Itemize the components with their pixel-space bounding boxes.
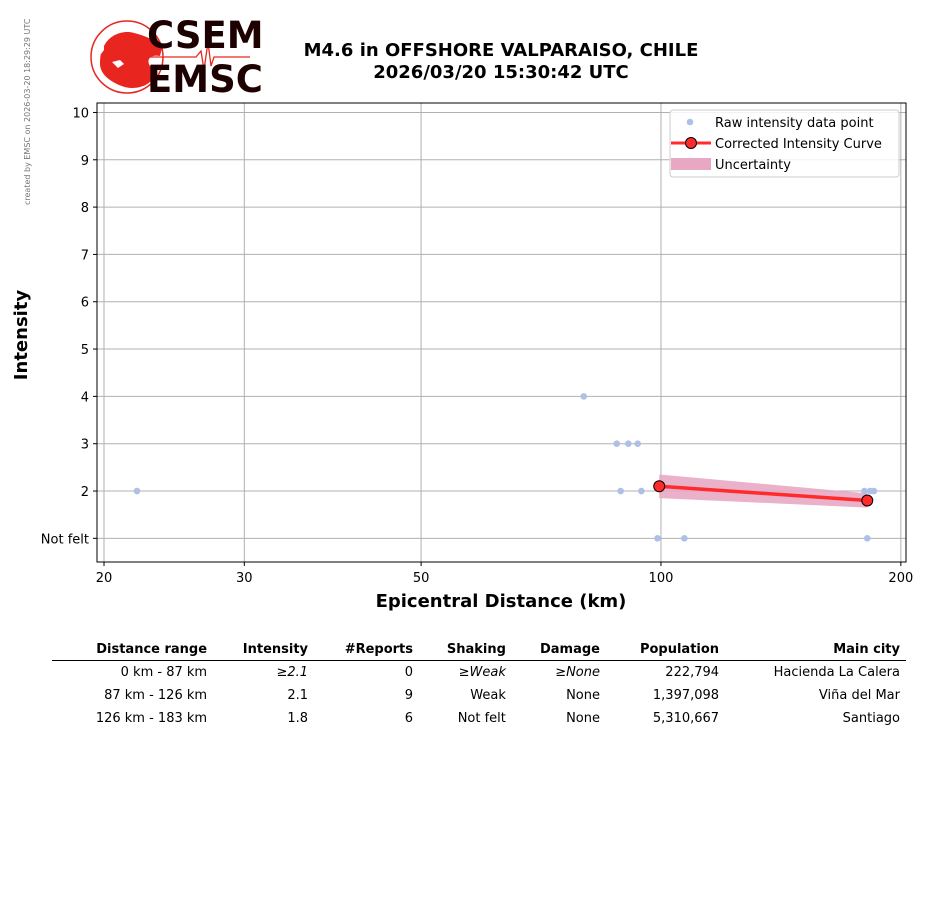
table-row: 126 km - 183 km 1.8 6 Not felt None 5,31… (52, 707, 906, 730)
cell-main-city: Viña del Mar (818, 688, 900, 703)
logo-seismo-line (150, 41, 250, 71)
legend-box (669, 109, 900, 178)
logo-text-emsc: EMSC (147, 58, 263, 101)
cell-population: 1,397,098 (652, 688, 720, 703)
cell-shaking: ≥Weak (458, 665, 506, 680)
cell-main-city: Hacienda La Calera (773, 665, 900, 680)
cell-reports: 0 (404, 665, 414, 680)
y-tick-label: 3 (81, 438, 89, 453)
header-distance-range: Distance range (52, 640, 214, 661)
raw-data-point (870, 487, 878, 495)
cell-intensity: ≥2.1 (276, 665, 309, 680)
x-axis-label: Epicentral Distance (km) (376, 591, 627, 612)
x-tick-label: 20 (96, 571, 113, 586)
legend-raw-label: Raw intensity data point (715, 116, 874, 131)
y-tick-label: 9 (81, 154, 89, 169)
y-axis-ticks: Not felt 2 3 4 5 6 7 8 9 10 (41, 106, 97, 547)
legend-uncertainty-swatch (671, 158, 711, 170)
header-intensity: Intensity (213, 640, 315, 661)
legend-curve-label: Corrected Intensity Curve (715, 137, 882, 152)
credit-text: created by EMSC on 2026-03-20 18:29:29 U… (23, 18, 32, 205)
y-tick-label: 2 (81, 485, 89, 500)
uncertainty-band (659, 474, 868, 508)
cell-shaking: Not felt (457, 711, 506, 726)
y-tick-label: 10 (72, 106, 89, 121)
y-tick-label: 6 (81, 296, 89, 311)
header-reports: #Reports (314, 640, 420, 661)
plot-frame (96, 102, 907, 563)
table-row: 87 km - 126 km 2.1 9 Weak None 1,397,098… (52, 684, 906, 707)
uncertainty-layer (659, 474, 868, 508)
summary-table: Distance range Intensity #Reports Shakin… (52, 640, 906, 730)
raw-data-point (863, 535, 871, 542)
header-shaking: Shaking (419, 640, 512, 661)
intensity-chart: created by EMSC on 2026-03-20 18:29:29 U… (11, 14, 913, 612)
legend: Raw intensity data point Corrected Inten… (669, 109, 900, 178)
legend-curve-marker (685, 137, 697, 149)
raw-data-point (617, 487, 624, 495)
legend-raw-marker (686, 118, 694, 126)
cell-population: 5,310,667 (652, 711, 720, 726)
chart-title-line1: M4.6 in OFFSHORE VALPARAISO, CHILE (304, 40, 699, 61)
x-tick-label: 30 (236, 571, 253, 586)
table-row: 0 km - 87 km ≥2.1 0 ≥Weak ≥None 222,794 … (52, 661, 906, 685)
logo-continents (100, 32, 162, 88)
table-header-row: Distance range Intensity #Reports Shakin… (52, 640, 906, 661)
raw-data-point (613, 440, 621, 448)
legend-uncertainty-label: Uncertainty (715, 158, 791, 173)
emsc-logo: CSEM EMSC (90, 14, 264, 101)
raw-points-layer (133, 393, 878, 542)
x-tick-label: 50 (413, 571, 430, 586)
cell-reports: 6 (404, 711, 414, 726)
raw-data-point (681, 535, 688, 542)
intensity-curve-marker (861, 494, 874, 507)
cell-distance: 0 km - 87 km (120, 665, 208, 680)
x-axis-ticks: 20 30 50 100 200 (96, 562, 913, 586)
cell-damage: None (566, 711, 600, 726)
x-tick-label: 200 (888, 571, 913, 586)
curve-layer (653, 480, 874, 507)
cell-intensity: 2.1 (287, 688, 309, 703)
y-axis-label: Intensity (11, 290, 32, 381)
cell-shaking: Weak (470, 688, 506, 703)
cell-intensity: 1.8 (287, 711, 309, 726)
raw-data-point (861, 487, 868, 495)
x-tick-label: 100 (649, 571, 674, 586)
raw-data-point (133, 487, 141, 495)
raw-data-point (634, 440, 642, 448)
cell-damage: ≥None (555, 665, 600, 680)
y-tick-label: 5 (81, 343, 89, 358)
cell-distance: 87 km - 126 km (104, 688, 208, 703)
raw-data-point (625, 440, 632, 448)
cell-population: 222,794 (665, 665, 720, 680)
logo-sea-detail (98, 44, 124, 68)
raw-data-point (654, 535, 661, 542)
raw-data-point (638, 487, 645, 495)
header-damage: Damage (511, 640, 606, 661)
logo-text-csem: CSEM (147, 14, 264, 57)
cell-main-city: Santiago (842, 711, 900, 726)
y-tick-label: Not felt (41, 532, 89, 547)
y-tick-label: 7 (81, 248, 89, 263)
raw-data-point (580, 393, 588, 400)
intensity-curve-marker (653, 480, 666, 493)
intensity-curve-line (659, 484, 868, 503)
chart-title-line2: 2026/03/20 15:30:42 UTC (373, 62, 629, 83)
y-tick-label: 8 (81, 201, 89, 216)
y-tick-label: 4 (81, 390, 89, 405)
header-population: Population (606, 640, 726, 661)
cell-reports: 9 (404, 688, 414, 703)
header-main-city: Main city (725, 640, 906, 661)
cell-damage: None (566, 688, 600, 703)
cell-distance: 126 km - 183 km (95, 711, 208, 726)
